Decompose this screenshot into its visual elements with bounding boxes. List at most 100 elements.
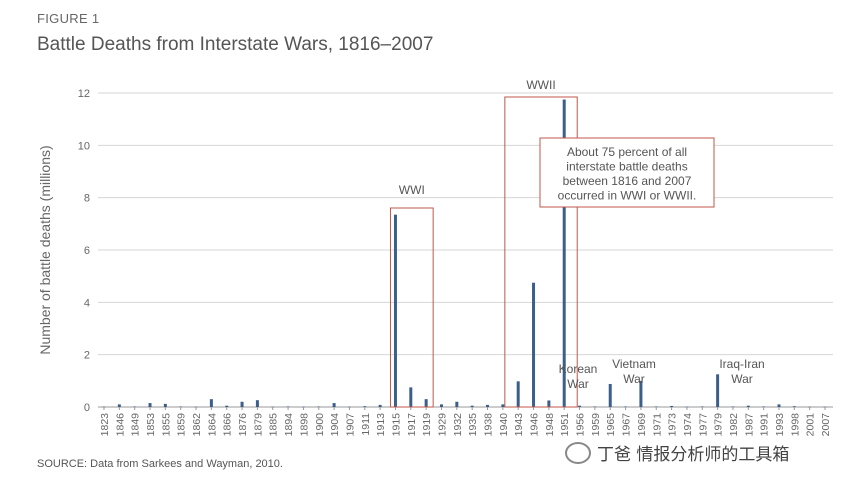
bar — [670, 405, 674, 407]
x-tick-label: 1913 — [375, 413, 387, 437]
wwii-box — [504, 96, 578, 408]
bar — [762, 406, 766, 407]
bar — [393, 214, 397, 407]
bar — [455, 401, 459, 407]
x-tick-label: 1959 — [590, 413, 602, 437]
y-tick-label: 12 — [78, 88, 90, 100]
x-tick-label: 1948 — [544, 413, 556, 437]
annotations: WWIWWIIKoreanWarVietnamWarIraq-IranWarAb… — [399, 78, 765, 391]
bar — [271, 406, 275, 408]
bar — [731, 406, 735, 407]
bar — [808, 406, 812, 408]
y-tick-label: 2 — [84, 350, 90, 362]
bar — [547, 400, 551, 407]
x-tick-label: 1919 — [421, 413, 433, 437]
y-tick-label: 10 — [78, 140, 90, 152]
bar — [578, 405, 582, 407]
x-tick-label: 1929 — [436, 413, 448, 437]
x-tick-label: 1853 — [145, 413, 157, 437]
x-tick-label: 1932 — [452, 413, 464, 437]
grid-lines — [98, 92, 833, 408]
bar — [148, 403, 152, 407]
bar — [301, 406, 305, 408]
iraq-iran-war-label: Iraq-Iran — [719, 357, 764, 371]
wechat-icon — [565, 441, 591, 464]
bar — [424, 399, 428, 407]
bar — [562, 99, 566, 408]
x-tick-label: 1907 — [344, 413, 356, 437]
bar — [179, 406, 183, 407]
iraq-iran-war-label: War — [731, 372, 753, 386]
bar — [516, 381, 520, 407]
bar — [685, 406, 689, 408]
x-tick-label: 1879 — [252, 413, 264, 437]
x-tick-label: 1862 — [191, 413, 203, 437]
x-tick-label: 1866 — [222, 413, 234, 437]
x-tick-label: 1969 — [636, 413, 648, 437]
x-tick-label: 1973 — [667, 413, 679, 437]
x-tick-label: 1904 — [329, 413, 341, 437]
x-tick-label: 1849 — [130, 413, 142, 437]
x-tick-label: 1885 — [268, 413, 280, 437]
bar — [700, 406, 704, 407]
bar — [286, 406, 290, 407]
watermark-text: 丁爸 情报分析师的工具箱 — [597, 445, 790, 465]
bar — [347, 406, 351, 408]
bar — [117, 404, 121, 407]
x-tick-label: 1951 — [559, 413, 571, 437]
bar — [716, 374, 720, 407]
x-tick-label: 1998 — [789, 413, 801, 437]
x-tick-label: 1940 — [498, 413, 510, 437]
bar — [255, 400, 259, 407]
callout-text: About 75 percent of all — [567, 145, 687, 159]
bars — [102, 99, 827, 408]
x-tick-label: 1876 — [237, 413, 249, 437]
x-tick-label: 2001 — [805, 413, 817, 437]
callout-text: occurred in WWI or WWII. — [558, 189, 697, 203]
bar — [439, 404, 443, 407]
x-tick-label: 2007 — [820, 413, 832, 437]
y-tick-label: 6 — [84, 245, 90, 257]
x-tick-labels: 1823 1846 1849 1853 1855 1859 1862 1864 1866 1876… — [99, 407, 832, 436]
x-tick-label: 1946 — [529, 413, 541, 437]
x-tick-label: 1935 — [467, 413, 479, 437]
x-tick-label: 1915 — [390, 413, 402, 437]
x-tick-label: 1900 — [314, 413, 326, 437]
bar — [823, 406, 827, 408]
callout-text: between 1816 and 2007 — [563, 174, 692, 188]
x-tick-label: 1859 — [176, 413, 188, 437]
vietnam-war-label: War — [623, 372, 645, 386]
bar — [133, 406, 137, 407]
source-note: SOURCE: Data from Sarkees and Wayman, 20… — [37, 458, 283, 470]
bar — [317, 406, 321, 407]
bar — [163, 403, 167, 407]
x-tick-label: 1846 — [114, 413, 126, 437]
bar — [225, 405, 229, 407]
x-tick-label: 1911 — [360, 413, 372, 436]
bar — [470, 405, 474, 407]
x-tick-label: 1967 — [621, 413, 633, 437]
bar — [639, 380, 643, 407]
y-tick-label: 0 — [84, 402, 90, 414]
bar — [102, 406, 106, 408]
watermark: 丁爸 情报分析师的工具箱 — [565, 440, 789, 465]
x-tick-label: 1974 — [682, 413, 694, 437]
x-tick-label: 1965 — [605, 413, 617, 437]
x-tick-label: 1979 — [713, 413, 725, 437]
x-tick-label: 1894 — [283, 413, 295, 437]
bar — [593, 406, 597, 407]
bar — [378, 404, 382, 407]
x-tick-label: 1864 — [206, 413, 218, 437]
y-axis-label: Number of battle deaths (millions) — [37, 145, 53, 354]
vietnam-war-label: Vietnam — [612, 357, 656, 371]
x-tick-label: 1938 — [483, 413, 495, 437]
x-tick-label: 1898 — [298, 413, 310, 437]
bar — [792, 406, 796, 407]
x-tick-label: 1956 — [575, 413, 587, 437]
y-tick-labels: 0 2 4 6 8 10 12 — [78, 88, 90, 414]
bar — [209, 399, 213, 407]
bar — [624, 406, 628, 407]
korean-war-label: Korean — [559, 362, 598, 376]
callout-box — [539, 137, 715, 208]
